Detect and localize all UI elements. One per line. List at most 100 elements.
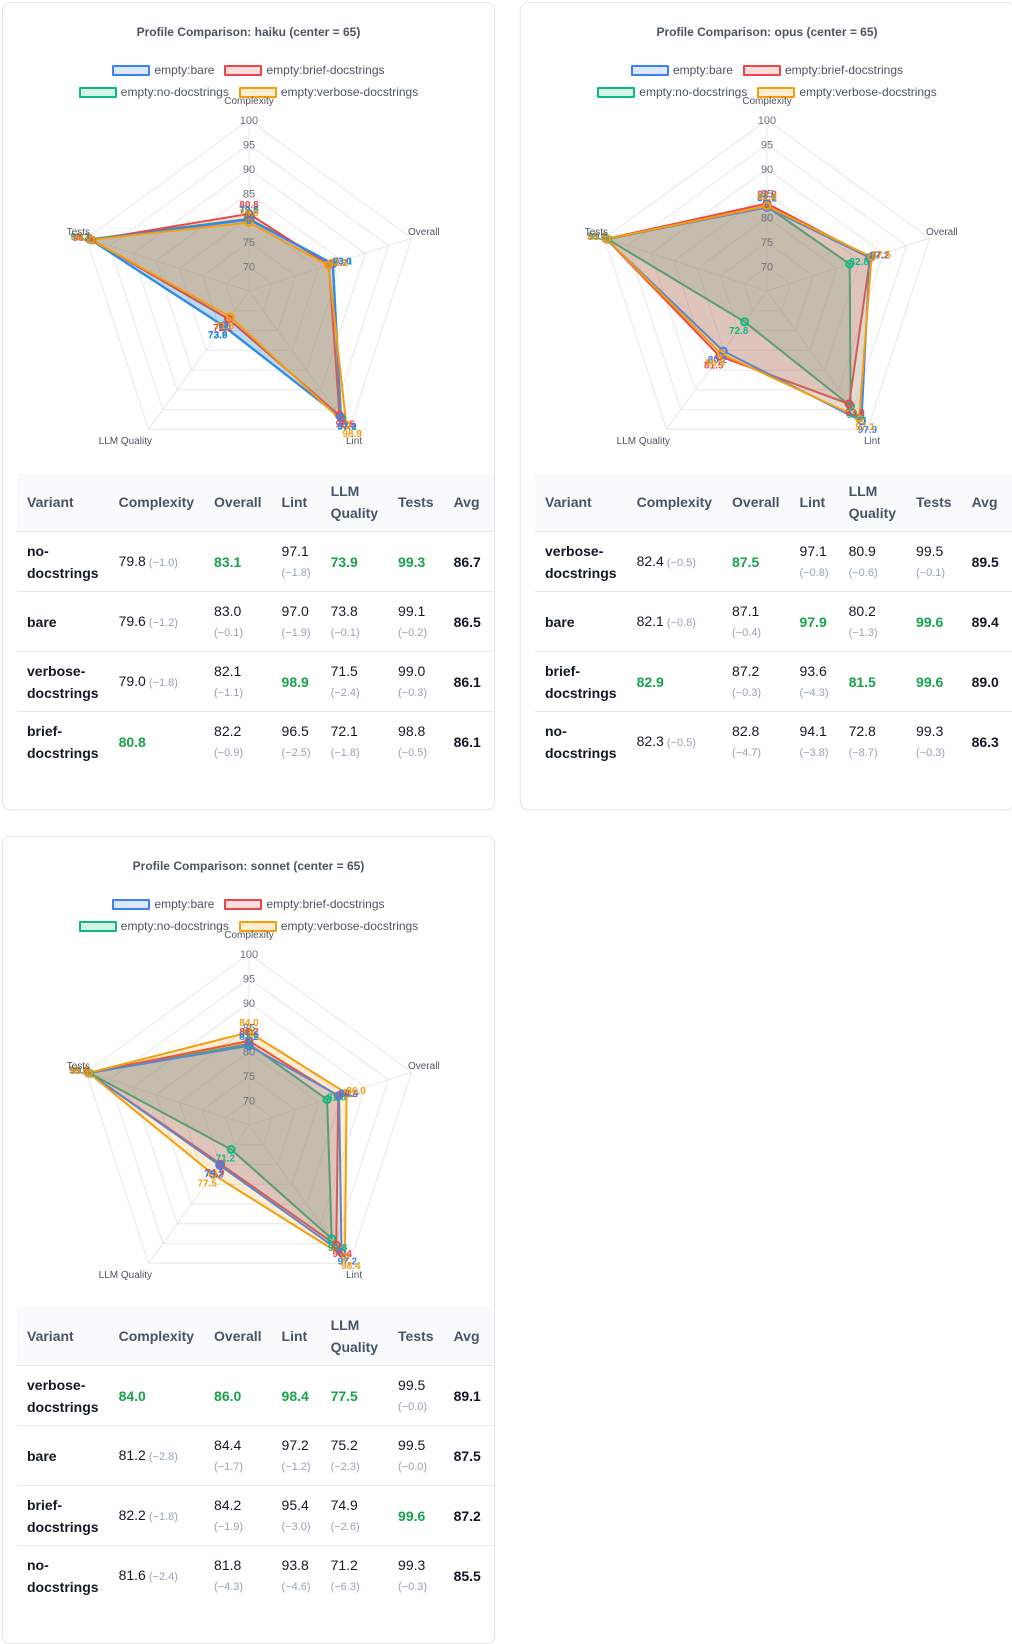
cell-complexity: 82.4 (−0.5) bbox=[626, 531, 723, 592]
header-complexity[interactable]: Complexity bbox=[108, 1307, 205, 1366]
legend-item-verbose[interactable]: empty:verbose-docstrings bbox=[238, 919, 418, 933]
variant-line: docstrings bbox=[545, 564, 617, 581]
results-table-wrapper[interactable]: Variant Complexity Overall Lint LLM Quality Te… bbox=[17, 1307, 494, 1597]
value: 99.5 bbox=[398, 1376, 426, 1393]
header-variant[interactable]: Variant bbox=[535, 473, 627, 532]
header-tests[interactable]: Tests bbox=[388, 473, 444, 532]
value: 99.1 bbox=[398, 602, 426, 619]
header-variant[interactable]: Variant bbox=[17, 1307, 109, 1366]
legend-item-bare[interactable]: empty:bare bbox=[112, 63, 214, 77]
cell-complexity: 79.0 (−1.8) bbox=[108, 651, 205, 712]
data-label-verbose: 86.0 bbox=[346, 1086, 366, 1097]
data-label-verbose: 98.9 bbox=[342, 429, 362, 440]
cell-variant: verbose-docstrings bbox=[17, 1365, 109, 1426]
results-table: Variant Complexity Overall Lint LLM Quality Te… bbox=[17, 473, 494, 763]
results-table-wrapper[interactable]: Variant Complexity Overall Lint LLM Quality Te… bbox=[17, 473, 494, 763]
cell-avg: 86.1 bbox=[443, 651, 491, 712]
delta: (−1.8) bbox=[330, 746, 360, 759]
cell-tests: 99.3 (−0.3) bbox=[906, 711, 962, 763]
value: 99.0 bbox=[398, 662, 426, 679]
radar-chart: 82.3 82.8 94.1 72.8 99.3 82.9 87.2 93.6 81.5 99.6… bbox=[585, 96, 958, 447]
cell-llm: 73.9 bbox=[320, 531, 389, 592]
header-overall[interactable]: Overall bbox=[204, 473, 272, 532]
chart-legend: empty:bare empty:brief-docstrings empty:no… bbox=[3, 59, 494, 103]
cell-avg: 89.1 bbox=[443, 1365, 491, 1426]
table-row: brief-docstrings 82.2 (−1.8) 84.2 (−1.9) 95.… bbox=[17, 1485, 494, 1546]
variant-line: bare bbox=[27, 1447, 57, 1464]
tick-label: 70 bbox=[761, 262, 773, 274]
legend-label: empty:brief-docstrings bbox=[266, 63, 385, 77]
legend-item-brief[interactable]: empty:brief-docstrings bbox=[742, 63, 903, 77]
cell-tests: 98.8 (−0.5) bbox=[388, 711, 444, 763]
legend-item-verbose[interactable]: empty:verbose-docstrings bbox=[757, 85, 937, 99]
header-lint[interactable]: Lint bbox=[789, 473, 839, 532]
cell-rank: 4 bbox=[490, 1545, 494, 1597]
results-table: Variant Complexity Overall Lint LLM Quality Te… bbox=[17, 1307, 494, 1597]
results-table-wrapper[interactable]: Variant Complexity Overall Lint LLM Quality Te… bbox=[535, 473, 1012, 763]
header-lint[interactable]: Lint bbox=[271, 473, 321, 532]
header-complexity[interactable]: Complexity bbox=[108, 473, 205, 532]
tick-label: 75 bbox=[761, 237, 773, 249]
data-label-nodoc: 97.1 bbox=[337, 422, 357, 433]
data-point-brief bbox=[331, 1240, 341, 1250]
data-label-nodoc: 73.9 bbox=[208, 330, 228, 341]
table-row: bare 81.2 (−2.8) 84.4 (−1.7) 97.2 (−1.2) 75.2 (… bbox=[17, 1425, 494, 1486]
legend-item-nodoc[interactable]: empty:no-docstrings bbox=[78, 919, 229, 933]
tick-label: 80 bbox=[761, 213, 773, 225]
legend-item-bare[interactable]: empty:bare bbox=[630, 63, 733, 77]
legend-item-nodoc[interactable]: empty:no-docstrings bbox=[78, 85, 229, 99]
legend-item-nodoc[interactable]: empty:no-docstrings bbox=[597, 85, 747, 99]
header-variant[interactable]: Variant bbox=[17, 473, 109, 532]
legend-swatch bbox=[742, 64, 781, 76]
header-tests[interactable]: Tests bbox=[906, 473, 962, 532]
value: 93.6 bbox=[799, 662, 827, 679]
legend-swatch bbox=[78, 920, 117, 932]
value: 84.0 bbox=[118, 1387, 146, 1404]
header-lint[interactable]: Lint bbox=[271, 1307, 321, 1366]
data-label-bare: 83.0 bbox=[332, 257, 352, 268]
haiku-card: Profile Comparison: haiku (center = 65) e… bbox=[2, 2, 495, 810]
value: 79.0 bbox=[118, 672, 146, 689]
value: 73.9 bbox=[330, 553, 358, 570]
legend-item-bare[interactable]: empty:bare bbox=[112, 897, 214, 911]
series-area-verbose bbox=[90, 221, 348, 426]
legend-item-brief[interactable]: empty:brief-docstrings bbox=[224, 897, 385, 911]
header-complexity[interactable]: Complexity bbox=[626, 473, 723, 532]
header-rank[interactable]: # bbox=[490, 473, 494, 532]
header-quality-line: Quality bbox=[330, 1339, 379, 1355]
cell-variant: verbose-docstrings bbox=[17, 651, 109, 712]
value: 81.6 bbox=[118, 1566, 146, 1583]
cell-complexity: 82.1 (−0.8) bbox=[626, 591, 723, 652]
header-llm-quality[interactable]: LLM Quality bbox=[320, 1307, 389, 1366]
legend-label: empty:verbose-docstrings bbox=[799, 85, 937, 99]
legend-row: empty:no-docstrings empty:verbose-docstri… bbox=[3, 81, 494, 103]
cell-rank: 2 bbox=[490, 591, 494, 652]
cell-lint: 93.8 (−4.6) bbox=[271, 1545, 321, 1597]
header-tests[interactable]: Tests bbox=[388, 1307, 444, 1366]
data-label-nodoc: 81.8 bbox=[327, 1093, 347, 1104]
legend-item-verbose[interactable]: empty:verbose-docstrings bbox=[238, 85, 418, 99]
value: 87.1 bbox=[732, 602, 760, 619]
legend-swatch bbox=[238, 920, 277, 932]
table-header-row: Variant Complexity Overall Lint LLM Quality Te… bbox=[17, 473, 494, 532]
header-avg[interactable]: Avg bbox=[443, 473, 491, 532]
value: 99.6 bbox=[916, 673, 944, 690]
axis-label-complexity: Complexity bbox=[224, 930, 273, 941]
data-point-verbose bbox=[854, 413, 864, 423]
data-label-brief: 84.2 bbox=[338, 1089, 358, 1100]
cell-avg: 86.7 bbox=[443, 531, 491, 592]
header-rank[interactable]: # bbox=[1008, 473, 1012, 532]
header-overall[interactable]: Overall bbox=[722, 473, 790, 532]
header-rank[interactable]: # bbox=[490, 1307, 494, 1366]
variant-line: docstrings bbox=[545, 684, 617, 701]
variant-line: bare bbox=[545, 613, 575, 630]
axis-label-lint: Lint bbox=[346, 436, 362, 447]
header-llm-quality[interactable]: LLM Quality bbox=[320, 473, 389, 532]
legend-item-brief[interactable]: empty:brief-docstrings bbox=[224, 63, 385, 77]
cell-rank: 3 bbox=[1008, 651, 1012, 712]
header-avg[interactable]: Avg bbox=[443, 1307, 491, 1366]
value: 84.4 bbox=[214, 1436, 242, 1453]
header-avg[interactable]: Avg bbox=[961, 473, 1009, 532]
header-llm-quality[interactable]: LLM Quality bbox=[838, 473, 907, 532]
header-overall[interactable]: Overall bbox=[204, 1307, 272, 1366]
